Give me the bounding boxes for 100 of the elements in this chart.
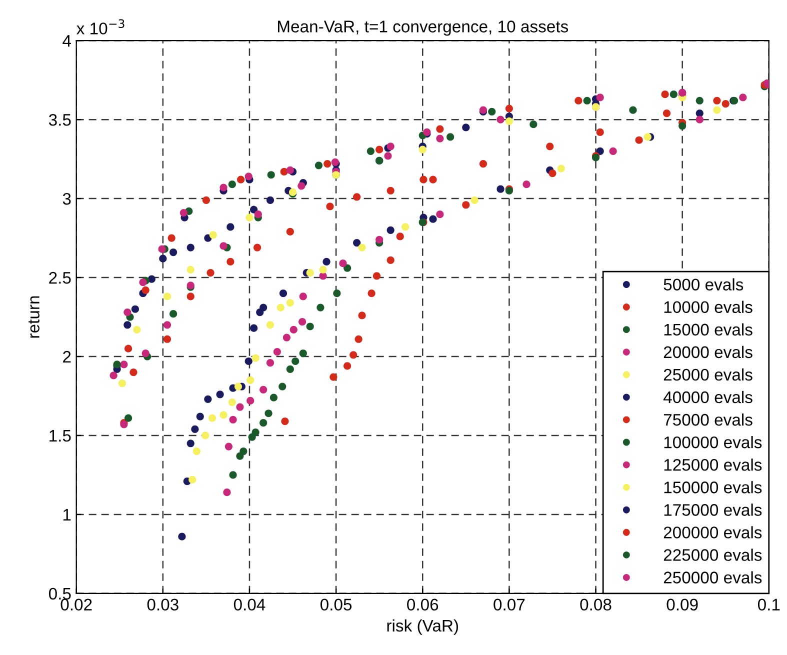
point	[270, 394, 278, 402]
point	[470, 196, 478, 204]
point	[670, 90, 678, 98]
point	[186, 266, 194, 274]
point	[368, 290, 376, 298]
x-tick-label: 0.09	[666, 598, 698, 611]
x-tick-label: 0.03	[147, 598, 178, 611]
point	[322, 258, 330, 266]
point	[298, 182, 306, 190]
point	[124, 321, 132, 329]
x-tick-label: 0.02	[60, 598, 92, 611]
point	[142, 350, 150, 358]
point	[319, 266, 327, 274]
point	[278, 382, 286, 390]
point	[266, 321, 274, 329]
legend-label: 150000 evals	[664, 481, 762, 494]
point	[133, 326, 141, 334]
point	[110, 372, 118, 380]
point	[260, 304, 268, 312]
y-tick-label: 1.5	[50, 430, 71, 442]
point	[266, 359, 274, 367]
point	[418, 146, 426, 154]
point	[279, 290, 288, 298]
point	[220, 242, 228, 250]
point	[462, 124, 470, 132]
point	[196, 412, 204, 420]
point	[505, 104, 513, 112]
legend-label: 15000 evals	[664, 323, 752, 336]
point	[236, 403, 244, 411]
point	[436, 134, 444, 142]
point	[635, 136, 643, 144]
point	[159, 254, 167, 262]
point	[124, 414, 132, 422]
point	[186, 440, 194, 448]
point	[505, 117, 513, 125]
point	[220, 184, 228, 192]
point	[299, 350, 307, 358]
point	[596, 147, 604, 155]
point	[644, 133, 652, 141]
point	[168, 234, 176, 242]
point	[229, 471, 237, 479]
point	[376, 146, 384, 154]
legend-label: 175000 evals	[664, 504, 762, 516]
point	[353, 238, 361, 247]
legend-label: 20000 evals	[664, 346, 752, 358]
point	[234, 382, 242, 390]
legend-label: 5000 evals	[664, 278, 744, 290]
point	[244, 357, 252, 366]
y-tick-label: 2.5	[49, 272, 71, 284]
point	[282, 334, 291, 342]
point	[224, 442, 233, 450]
point	[713, 96, 721, 104]
x-tick-label: 0.04	[234, 598, 266, 611]
point	[250, 206, 258, 214]
point	[462, 201, 470, 209]
point	[216, 390, 224, 398]
point	[326, 202, 334, 210]
point	[286, 228, 294, 236]
point	[246, 376, 254, 384]
point	[384, 152, 392, 160]
point	[722, 100, 730, 108]
point	[333, 290, 341, 298]
point	[344, 362, 352, 370]
point	[208, 414, 216, 422]
point	[186, 244, 194, 252]
point	[226, 223, 234, 231]
point	[158, 245, 166, 253]
point	[350, 351, 358, 359]
point	[386, 226, 394, 234]
point	[250, 324, 258, 332]
point	[596, 94, 604, 102]
point	[420, 176, 428, 184]
point	[557, 164, 565, 172]
y-tick-label: 4	[62, 35, 71, 47]
point	[292, 357, 300, 366]
point	[402, 223, 410, 231]
point	[386, 256, 394, 264]
y-axis-title: return	[28, 296, 40, 338]
point	[366, 147, 374, 155]
legend-label: 25000 evals	[664, 368, 752, 381]
point	[260, 386, 268, 394]
point	[163, 321, 172, 329]
point	[548, 169, 556, 178]
point	[429, 176, 437, 184]
point	[240, 447, 248, 456]
point	[124, 344, 132, 352]
y-tick-label: 3.5	[48, 114, 71, 126]
point	[124, 308, 132, 316]
legend-label: 250000 evals	[664, 571, 762, 584]
point	[436, 125, 444, 133]
point	[191, 425, 199, 433]
point	[246, 396, 254, 405]
legend-label: 40000 evals	[663, 390, 752, 404]
point	[496, 185, 504, 193]
point	[530, 120, 538, 128]
point	[252, 354, 260, 362]
point	[629, 106, 637, 114]
point	[358, 244, 366, 252]
point	[372, 272, 381, 280]
point	[139, 278, 147, 286]
